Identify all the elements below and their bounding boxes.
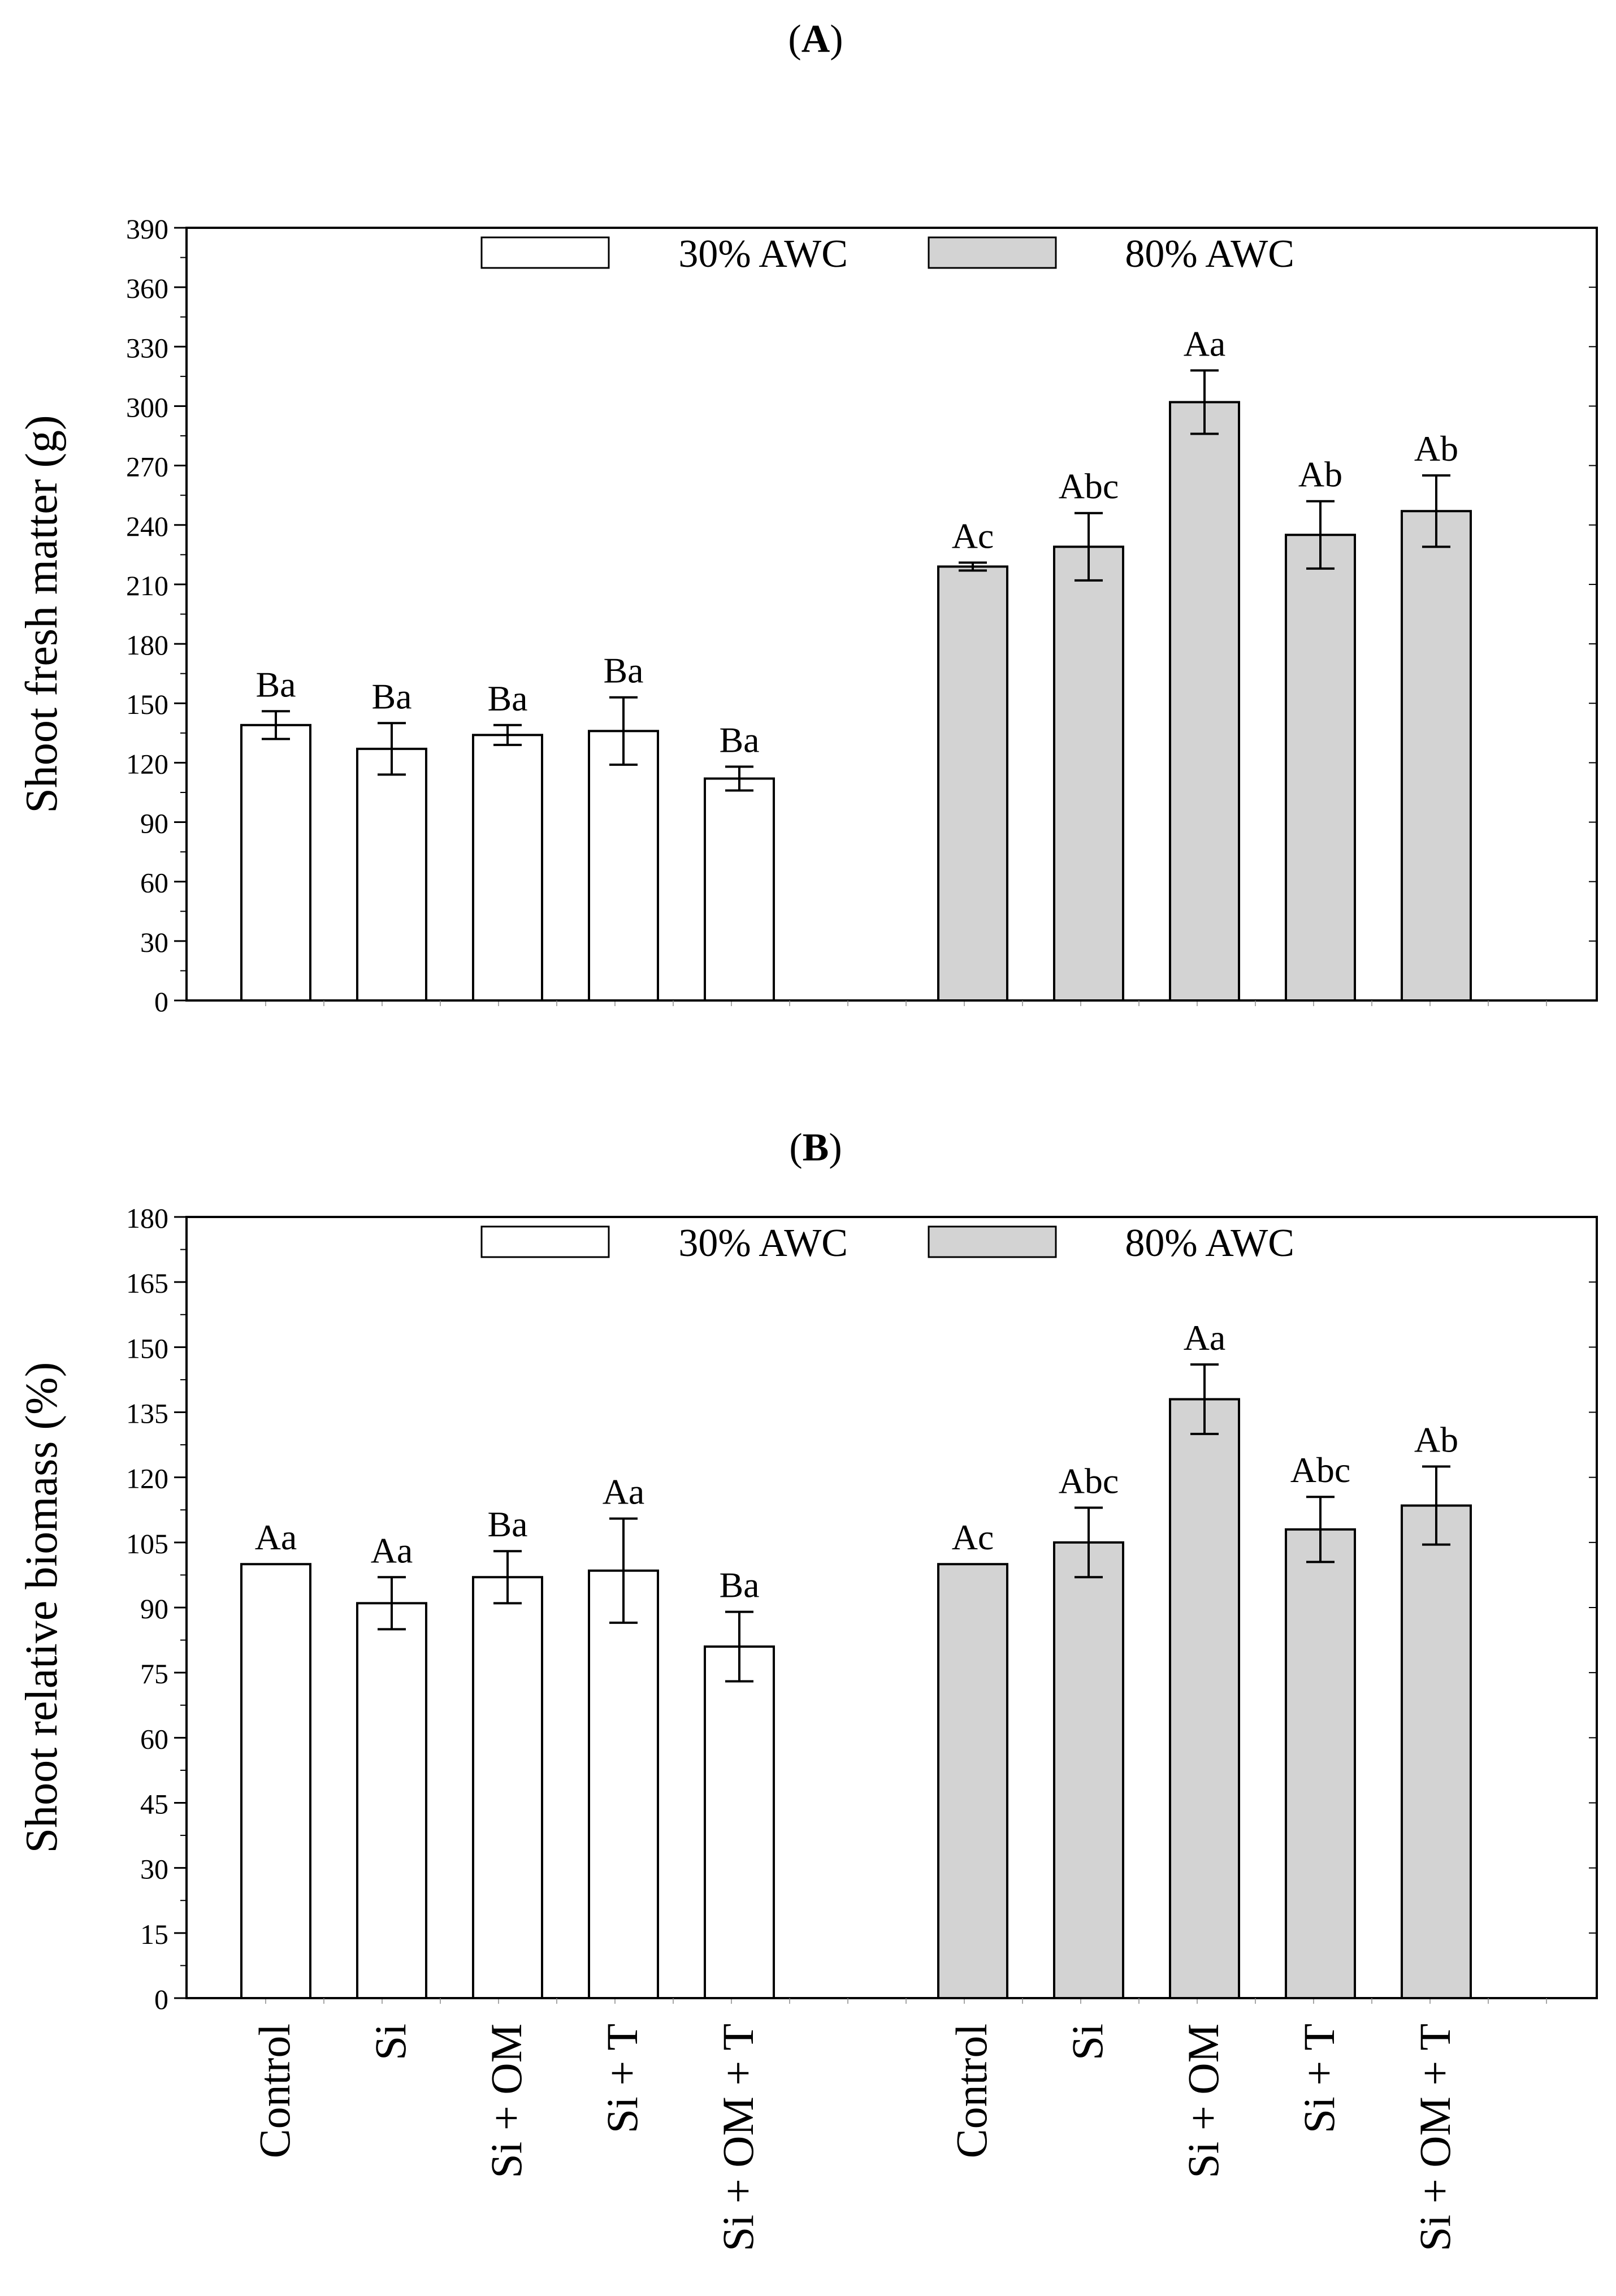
panel-title-letter: B xyxy=(803,1126,829,1169)
y-tick-label: 90 xyxy=(140,808,168,839)
legend-label: 80% AWC xyxy=(1125,1221,1294,1265)
y-tick-label: 60 xyxy=(140,867,168,899)
y-tick-label: 330 xyxy=(126,332,168,363)
significance-label: Ba xyxy=(719,720,759,760)
y-tick-label: 15 xyxy=(140,1918,168,1950)
panel-title-close: ) xyxy=(829,1126,842,1169)
x-category-label: Si + OM + T xyxy=(713,2024,762,2251)
y-tick-label: 60 xyxy=(140,1723,168,1755)
panel-title-close: ) xyxy=(830,18,843,61)
x-category-label: Control xyxy=(947,2024,996,2158)
y-tick-label: 0 xyxy=(154,1983,168,2015)
significance-label: Ac xyxy=(952,1517,994,1557)
y-tick-label: 45 xyxy=(140,1788,168,1820)
bar xyxy=(472,1576,543,2000)
bar xyxy=(356,1602,427,2000)
panel-title: (A) xyxy=(788,18,843,61)
significance-label: Ba xyxy=(487,678,527,718)
legend-label: 30% AWC xyxy=(678,232,848,276)
bar xyxy=(1401,510,1472,1002)
bar xyxy=(356,747,427,1002)
bar xyxy=(240,1563,311,1999)
significance-label: Abc xyxy=(1059,466,1119,506)
y-tick-label: 300 xyxy=(126,391,168,423)
significance-label: Ba xyxy=(603,651,643,691)
significance-label: Ba xyxy=(255,664,296,704)
bar xyxy=(1053,545,1124,1002)
bar xyxy=(704,777,775,1002)
legend-swatch-80 xyxy=(928,236,1057,269)
y-tick-label: 270 xyxy=(126,451,168,483)
y-tick-label: 135 xyxy=(126,1398,168,1429)
significance-label: Aa xyxy=(255,1517,297,1557)
significance-label: Ab xyxy=(1414,428,1458,469)
chart-panel-b: (B) 0 15 30 45 60 75 90 105 120 135 150 165 180 Shoot … xyxy=(17,1126,1598,2251)
y-tick-label: 75 xyxy=(140,1658,168,1689)
x-category-label: Si + OM + T xyxy=(1410,2024,1459,2251)
x-category-label: Si + T xyxy=(1294,2024,1344,2133)
significance-label: Ba xyxy=(487,1504,527,1544)
legend-swatch-30 xyxy=(480,1225,610,1258)
legend-swatch-30 xyxy=(480,236,610,269)
y-tick-label: 390 xyxy=(126,213,168,245)
chart-panel-a: (A) 0 30 60 90 120 150 180 210 240 270 300 330 360 390… xyxy=(17,18,1598,1017)
panel-title-open: ( xyxy=(788,18,801,61)
bar xyxy=(588,1569,659,1999)
bar xyxy=(1169,401,1240,1002)
y-tick-label: 360 xyxy=(126,272,168,304)
y-axis-label: Shoot fresh matter (g) xyxy=(17,415,67,813)
y-tick-label: 0 xyxy=(154,986,168,1017)
y-tick-label: 120 xyxy=(126,1463,168,1494)
bar xyxy=(1053,1541,1124,1999)
y-tick-label: 30 xyxy=(140,926,168,958)
significance-label: Ab xyxy=(1298,454,1342,495)
bar xyxy=(704,1645,775,2000)
bar xyxy=(472,734,543,1002)
legend-label: 80% AWC xyxy=(1125,232,1294,276)
bar xyxy=(1401,1504,1472,2000)
y-tick-label: 90 xyxy=(140,1593,168,1624)
x-category-label: Si xyxy=(1063,2024,1112,2060)
significance-label: Abc xyxy=(1059,1461,1119,1501)
y-tick-label: 240 xyxy=(126,510,168,542)
bar xyxy=(937,565,1008,1002)
x-category-label: Si + T xyxy=(597,2024,647,2133)
significance-label: Aa xyxy=(371,1530,413,1570)
significance-label: Abc xyxy=(1290,1450,1351,1490)
x-category-label: Control xyxy=(250,2024,299,2158)
bar xyxy=(1169,1398,1240,1999)
y-tick-label: 150 xyxy=(126,688,168,720)
significance-label: Ac xyxy=(952,515,994,556)
bar xyxy=(1285,1528,1356,2000)
bar xyxy=(240,724,311,1002)
legend-label: 30% AWC xyxy=(678,1221,848,1265)
y-tick-label: 150 xyxy=(126,1332,168,1364)
significance-label: Aa xyxy=(1184,1318,1226,1358)
panel-title: (B) xyxy=(789,1126,842,1169)
y-axis-label: Shoot relative biomass (%) xyxy=(17,1362,67,1853)
significance-label: Aa xyxy=(603,1472,645,1512)
significance-label: Ba xyxy=(719,1565,759,1605)
x-category-label: Si + OM xyxy=(482,2024,531,2178)
x-category-label: Si xyxy=(366,2024,415,2060)
y-tick-label: 30 xyxy=(140,1853,168,1885)
x-category-label: Si + OM xyxy=(1179,2024,1228,2178)
panel-title-letter: A xyxy=(801,18,830,61)
y-tick-label: 210 xyxy=(126,570,168,601)
bar xyxy=(937,1563,1008,1999)
y-tick-label: 165 xyxy=(126,1267,168,1299)
y-tick-label: 105 xyxy=(126,1528,168,1559)
bar xyxy=(1285,534,1356,1002)
legend-swatch-80 xyxy=(928,1225,1057,1258)
y-tick-label: 180 xyxy=(126,629,168,661)
bar xyxy=(588,730,659,1002)
significance-label: Ba xyxy=(371,676,411,716)
significance-label: Ab xyxy=(1414,1419,1458,1459)
panel-title-open: ( xyxy=(789,1126,802,1169)
y-tick-label: 180 xyxy=(126,1202,168,1234)
significance-label: Aa xyxy=(1184,323,1226,363)
y-tick-label: 120 xyxy=(126,748,168,779)
